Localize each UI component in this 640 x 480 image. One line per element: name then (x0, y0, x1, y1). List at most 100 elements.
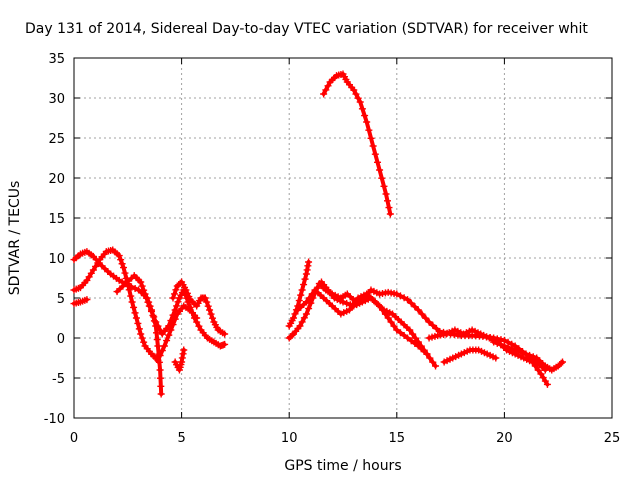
plus-marker (426, 354, 434, 362)
plus-marker (207, 310, 215, 318)
plus-marker (322, 86, 330, 94)
plus-marker (384, 197, 392, 205)
plus-marker (508, 345, 516, 353)
y-tick-label: 15 (48, 212, 65, 227)
plus-marker (385, 204, 393, 212)
plus-marker (537, 370, 545, 378)
plus-marker (138, 334, 146, 342)
plus-marker (307, 299, 315, 307)
plot-frame (73, 57, 613, 419)
plus-marker (378, 174, 386, 182)
series-arc-5 (169, 278, 229, 338)
y-tick-label: 25 (48, 132, 65, 147)
plus-marker (167, 326, 175, 334)
plus-marker (429, 321, 437, 329)
plus-marker (119, 264, 127, 272)
series-trace (72, 249, 164, 396)
plus-marker (83, 296, 91, 304)
plus-marker (490, 338, 498, 346)
plus-marker (140, 338, 148, 346)
plus-marker (188, 309, 196, 317)
plus-marker (169, 311, 177, 319)
plus-marker (141, 290, 149, 298)
plus-marker (185, 293, 193, 301)
plus-marker (137, 330, 145, 338)
x-tick-label: 0 (70, 431, 78, 446)
plus-marker (221, 330, 229, 338)
plus-marker (296, 322, 304, 330)
plus-marker (320, 90, 328, 98)
plus-marker (305, 294, 313, 302)
plus-marker (529, 353, 537, 361)
y-tick-label: 35 (48, 52, 65, 67)
plus-marker (153, 336, 161, 344)
plus-marker (115, 252, 123, 260)
plus-marker (497, 341, 505, 349)
plus-marker (376, 302, 384, 310)
series-arc-8 (285, 280, 549, 374)
plus-marker (534, 366, 542, 374)
plus-marker (83, 276, 91, 284)
plus-marker (500, 342, 508, 350)
plus-marker (303, 266, 311, 274)
plus-marker (393, 290, 401, 298)
plus-marker (153, 329, 161, 337)
series-trace (287, 281, 548, 372)
series-arc-10 (320, 70, 394, 218)
plus-marker (154, 322, 162, 330)
plus-marker (526, 351, 534, 359)
axis-ticks: 0 5 10 15 20 25 -10 -5 0 5 10 15 20 25 30 35 (44, 52, 621, 446)
plus-marker (365, 126, 373, 134)
y-tick-label: 0 (57, 332, 65, 347)
plus-marker (191, 314, 199, 322)
plus-marker (559, 358, 567, 366)
plus-marker (432, 362, 440, 370)
plus-marker (130, 303, 138, 311)
plus-marker (418, 310, 426, 318)
plus-marker (407, 299, 415, 307)
plus-marker (152, 318, 160, 326)
plus-marker (414, 306, 422, 314)
plus-marker (158, 347, 166, 355)
series-arc-6 (171, 346, 188, 374)
plus-marker (195, 322, 203, 330)
plus-marker (396, 329, 404, 337)
plus-marker (167, 317, 175, 325)
plus-marker (528, 358, 536, 366)
plus-marker (138, 282, 146, 290)
plus-marker (345, 306, 353, 314)
plus-marker (531, 362, 539, 370)
plus-marker (301, 275, 309, 283)
plus-marker (393, 326, 401, 334)
series-arc-11 (317, 278, 431, 358)
plus-marker (148, 307, 156, 315)
plus-marker (339, 298, 347, 306)
plus-marker (156, 352, 164, 360)
plus-marker (134, 319, 142, 327)
plus-marker (300, 314, 308, 322)
plus-marker (92, 262, 100, 270)
plus-marker (137, 278, 145, 286)
plus-marker (156, 326, 164, 334)
plus-marker (308, 290, 316, 298)
plus-marker (128, 298, 136, 306)
plus-marker (183, 289, 191, 297)
plus-marker (305, 305, 313, 313)
plus-marker (174, 298, 182, 306)
plus-marker (387, 318, 395, 326)
plus-marker (288, 331, 296, 339)
plus-marker (371, 150, 379, 158)
x-tick-label: 10 (281, 431, 298, 446)
plus-marker (504, 343, 512, 351)
plus-marker (356, 98, 364, 106)
y-tick-label: -5 (52, 372, 65, 387)
plus-marker (157, 382, 165, 390)
series-trace (321, 72, 393, 216)
plus-marker (121, 269, 129, 277)
plus-marker (539, 374, 547, 382)
plus-marker (511, 346, 519, 354)
plus-marker (160, 342, 168, 350)
x-tick-label: 20 (496, 431, 513, 446)
plus-marker (131, 284, 139, 292)
